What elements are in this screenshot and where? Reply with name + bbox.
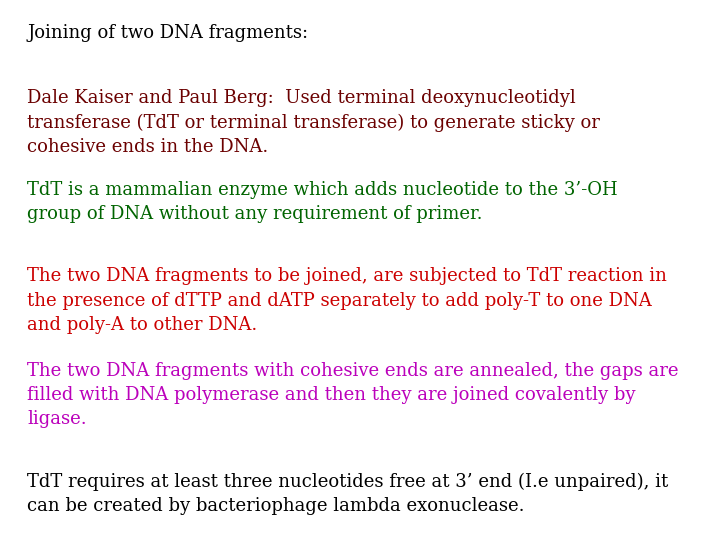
Text: Joining of two DNA fragments:: Joining of two DNA fragments:: [27, 24, 308, 42]
Text: The two DNA fragments to be joined, are subjected to TdT reaction in
the presenc: The two DNA fragments to be joined, are …: [27, 267, 667, 334]
Text: TdT is a mammalian enzyme which adds nucleotide to the 3’-OH
group of DNA withou: TdT is a mammalian enzyme which adds nuc…: [27, 181, 618, 223]
Text: The two DNA fragments with cohesive ends are annealed, the gaps are
filled with : The two DNA fragments with cohesive ends…: [27, 362, 679, 428]
Text: TdT requires at least three nucleotides free at 3’ end (I.e unpaired), it
can be: TdT requires at least three nucleotides …: [27, 472, 669, 515]
Text: Dale Kaiser and Paul Berg:  Used terminal deoxynucleotidyl
transferase (TdT or t: Dale Kaiser and Paul Berg: Used terminal…: [27, 89, 600, 156]
